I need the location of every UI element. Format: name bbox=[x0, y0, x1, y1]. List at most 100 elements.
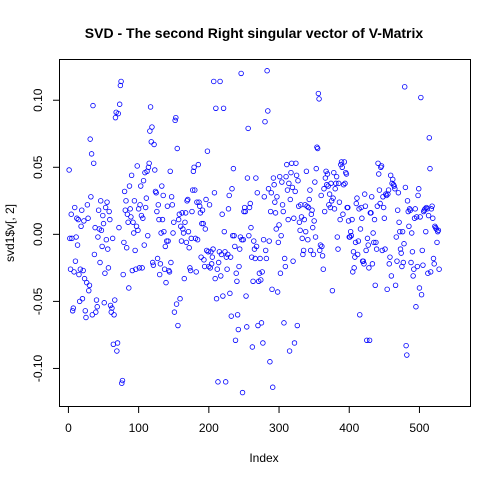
data-point bbox=[319, 243, 325, 250]
data-point bbox=[427, 165, 433, 172]
data-point bbox=[303, 168, 310, 175]
data-point bbox=[351, 265, 357, 271]
data-point bbox=[228, 313, 235, 319]
data-point bbox=[388, 273, 395, 279]
data-point bbox=[362, 203, 369, 209]
data-point bbox=[81, 218, 87, 224]
data-point bbox=[90, 102, 96, 109]
y-axis: -0.10 -0.05 0.00 0.05 0.10 bbox=[31, 88, 60, 382]
data-point bbox=[258, 277, 264, 283]
data-point bbox=[409, 249, 416, 255]
data-point bbox=[200, 220, 206, 227]
data-point bbox=[172, 117, 178, 124]
data-point bbox=[213, 105, 219, 111]
data-point bbox=[391, 183, 397, 189]
data-point bbox=[307, 187, 313, 193]
data-point bbox=[337, 216, 343, 223]
data-point bbox=[369, 261, 376, 267]
data-point bbox=[102, 270, 108, 276]
data-point bbox=[165, 238, 171, 244]
data-point bbox=[415, 192, 421, 199]
data-point bbox=[210, 246, 216, 252]
data-point bbox=[264, 68, 270, 74]
data-point bbox=[82, 308, 88, 314]
data-point bbox=[260, 237, 267, 243]
data-point bbox=[404, 352, 410, 358]
data-point bbox=[409, 230, 415, 236]
data-point bbox=[361, 261, 367, 267]
data-point bbox=[395, 190, 402, 196]
data-point bbox=[319, 253, 326, 259]
data-point bbox=[176, 211, 183, 217]
data-point bbox=[373, 239, 379, 246]
data-point bbox=[359, 215, 365, 221]
data-point bbox=[221, 228, 227, 235]
data-point bbox=[76, 271, 82, 278]
data-point bbox=[390, 176, 396, 183]
data-point bbox=[105, 265, 112, 271]
data-point bbox=[107, 302, 114, 309]
data-point bbox=[366, 337, 373, 343]
chart-title: SVD - The second Right singular vector o… bbox=[85, 25, 424, 41]
data-point bbox=[267, 359, 273, 365]
data-point bbox=[103, 237, 110, 243]
data-point bbox=[108, 309, 114, 315]
data-point bbox=[378, 163, 385, 169]
data-point bbox=[150, 262, 157, 268]
data-point bbox=[140, 215, 146, 221]
data-point bbox=[206, 263, 212, 270]
data-point bbox=[126, 285, 132, 291]
data-point bbox=[392, 282, 399, 289]
data-point bbox=[373, 246, 380, 252]
data-point bbox=[295, 177, 301, 184]
data-point bbox=[306, 196, 312, 203]
data-point bbox=[265, 108, 271, 114]
data-point bbox=[361, 191, 368, 197]
data-point bbox=[151, 141, 157, 148]
data-point bbox=[77, 266, 84, 272]
data-point bbox=[215, 259, 222, 266]
data-point bbox=[84, 202, 91, 208]
data-point bbox=[403, 342, 409, 349]
data-point bbox=[374, 203, 381, 209]
data-point bbox=[230, 165, 237, 172]
data-point bbox=[397, 246, 404, 252]
data-point bbox=[79, 296, 86, 302]
data-point bbox=[159, 216, 166, 223]
y-tick-label: -0.10 bbox=[31, 354, 45, 382]
data-point bbox=[75, 216, 81, 223]
data-point bbox=[157, 261, 164, 267]
data-point bbox=[129, 267, 136, 274]
data-point bbox=[247, 200, 253, 207]
data-point bbox=[277, 173, 283, 180]
data-point bbox=[148, 139, 154, 145]
data-point bbox=[426, 135, 432, 141]
data-point bbox=[95, 207, 102, 213]
data-point bbox=[300, 247, 307, 254]
data-point bbox=[235, 326, 242, 333]
data-point bbox=[240, 237, 246, 243]
data-point bbox=[159, 183, 165, 189]
data-point bbox=[329, 287, 336, 294]
data-point bbox=[138, 183, 144, 189]
data-point bbox=[280, 208, 286, 215]
data-point bbox=[408, 259, 414, 266]
data-point bbox=[316, 96, 322, 102]
data-point bbox=[78, 223, 84, 229]
x-tick-label: 0 bbox=[65, 421, 72, 435]
data-point bbox=[146, 160, 152, 166]
data-point bbox=[276, 222, 282, 228]
data-point bbox=[398, 250, 404, 256]
data-point bbox=[293, 160, 299, 166]
data-point bbox=[222, 249, 228, 255]
data-point bbox=[220, 293, 226, 299]
data-point bbox=[410, 273, 416, 279]
data-point bbox=[274, 289, 281, 295]
data-point bbox=[147, 128, 153, 134]
data-point bbox=[140, 177, 147, 184]
data-point bbox=[191, 164, 197, 170]
data-point bbox=[431, 261, 437, 267]
data-point bbox=[161, 228, 167, 235]
data-point bbox=[68, 211, 74, 217]
